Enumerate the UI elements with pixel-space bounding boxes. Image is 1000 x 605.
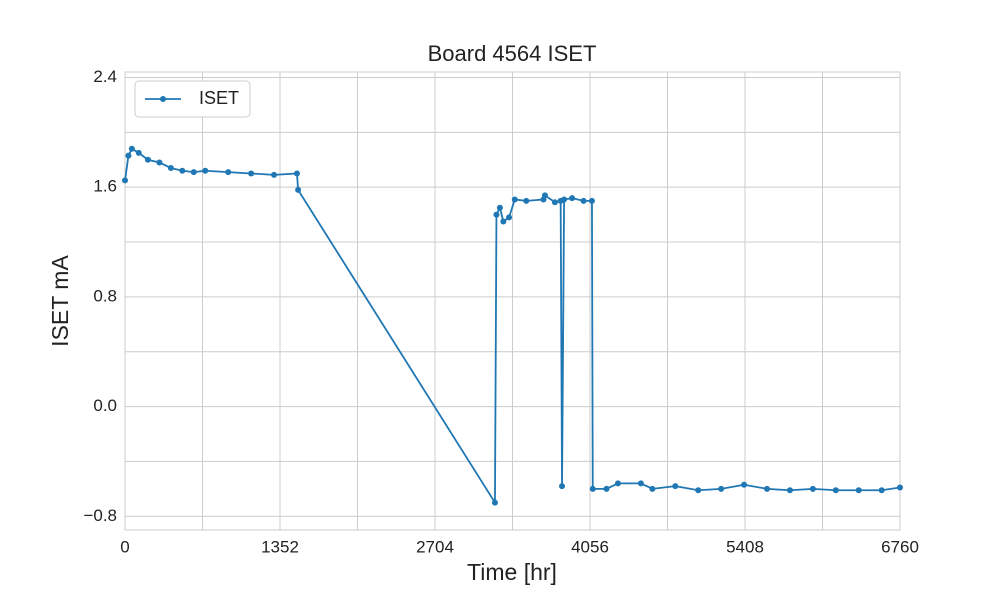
data-point: [125, 152, 132, 159]
data-point: [128, 145, 135, 152]
data-point: [202, 167, 209, 174]
data-point: [491, 499, 498, 506]
legend-box: [134, 80, 251, 118]
x-tick-label: 2704: [416, 537, 454, 556]
data-point: [156, 159, 163, 166]
data-point: [551, 199, 558, 206]
y-tick-label: −0.8: [83, 506, 117, 525]
data-point: [225, 169, 232, 176]
data-point: [293, 170, 300, 177]
y-tick-label: 0.8: [93, 286, 117, 305]
data-point: [295, 186, 302, 193]
x-tick-label: 1352: [261, 537, 299, 556]
data-point: [559, 483, 566, 490]
data-point: [541, 192, 548, 199]
data-point: [589, 485, 596, 492]
data-point: [588, 197, 595, 204]
data-point: [718, 485, 725, 492]
data-point: [248, 170, 255, 177]
data-point: [496, 204, 503, 211]
data-point: [135, 149, 142, 156]
data-point: [695, 487, 702, 494]
legend-marker: [160, 96, 166, 102]
x-axis-label: Time [hr]: [467, 559, 557, 585]
y-tick-label: 0.0: [93, 396, 117, 415]
data-point: [144, 156, 151, 163]
data-point: [511, 196, 518, 203]
data-point: [764, 485, 771, 492]
data-point: [603, 485, 610, 492]
legend-label: ISET: [199, 88, 239, 108]
data-point: [637, 480, 644, 487]
data-point: [786, 487, 793, 494]
data-point: [190, 169, 197, 176]
data-point: [179, 167, 186, 174]
data-point: [167, 164, 174, 171]
data-point: [741, 481, 748, 488]
data-point: [500, 218, 507, 225]
data-point: [855, 487, 862, 494]
data-point: [897, 484, 903, 491]
y-tick-label: 2.4: [93, 67, 117, 86]
data-point: [649, 485, 656, 492]
y-tick-label: 1.6: [93, 177, 117, 196]
chart-title: Board 4564 ISET: [428, 41, 597, 66]
data-point: [271, 171, 278, 178]
x-tick-label: 5408: [726, 537, 764, 556]
data-point: [878, 487, 885, 494]
data-point: [569, 195, 576, 202]
data-point: [561, 196, 568, 203]
y-axis-label: ISET mA: [47, 255, 73, 347]
data-point: [809, 485, 816, 492]
data-point: [832, 487, 839, 494]
data-point: [523, 197, 530, 204]
data-point: [506, 214, 513, 221]
data-point: [672, 483, 679, 490]
plot-frame: [124, 71, 901, 531]
x-tick-label: 6760: [881, 537, 919, 556]
data-point: [614, 480, 621, 487]
x-tick-label: 0: [120, 537, 129, 556]
x-tick-label: 4056: [571, 537, 609, 556]
data-point: [122, 177, 128, 184]
data-point: [580, 197, 587, 204]
data-point: [493, 211, 500, 218]
